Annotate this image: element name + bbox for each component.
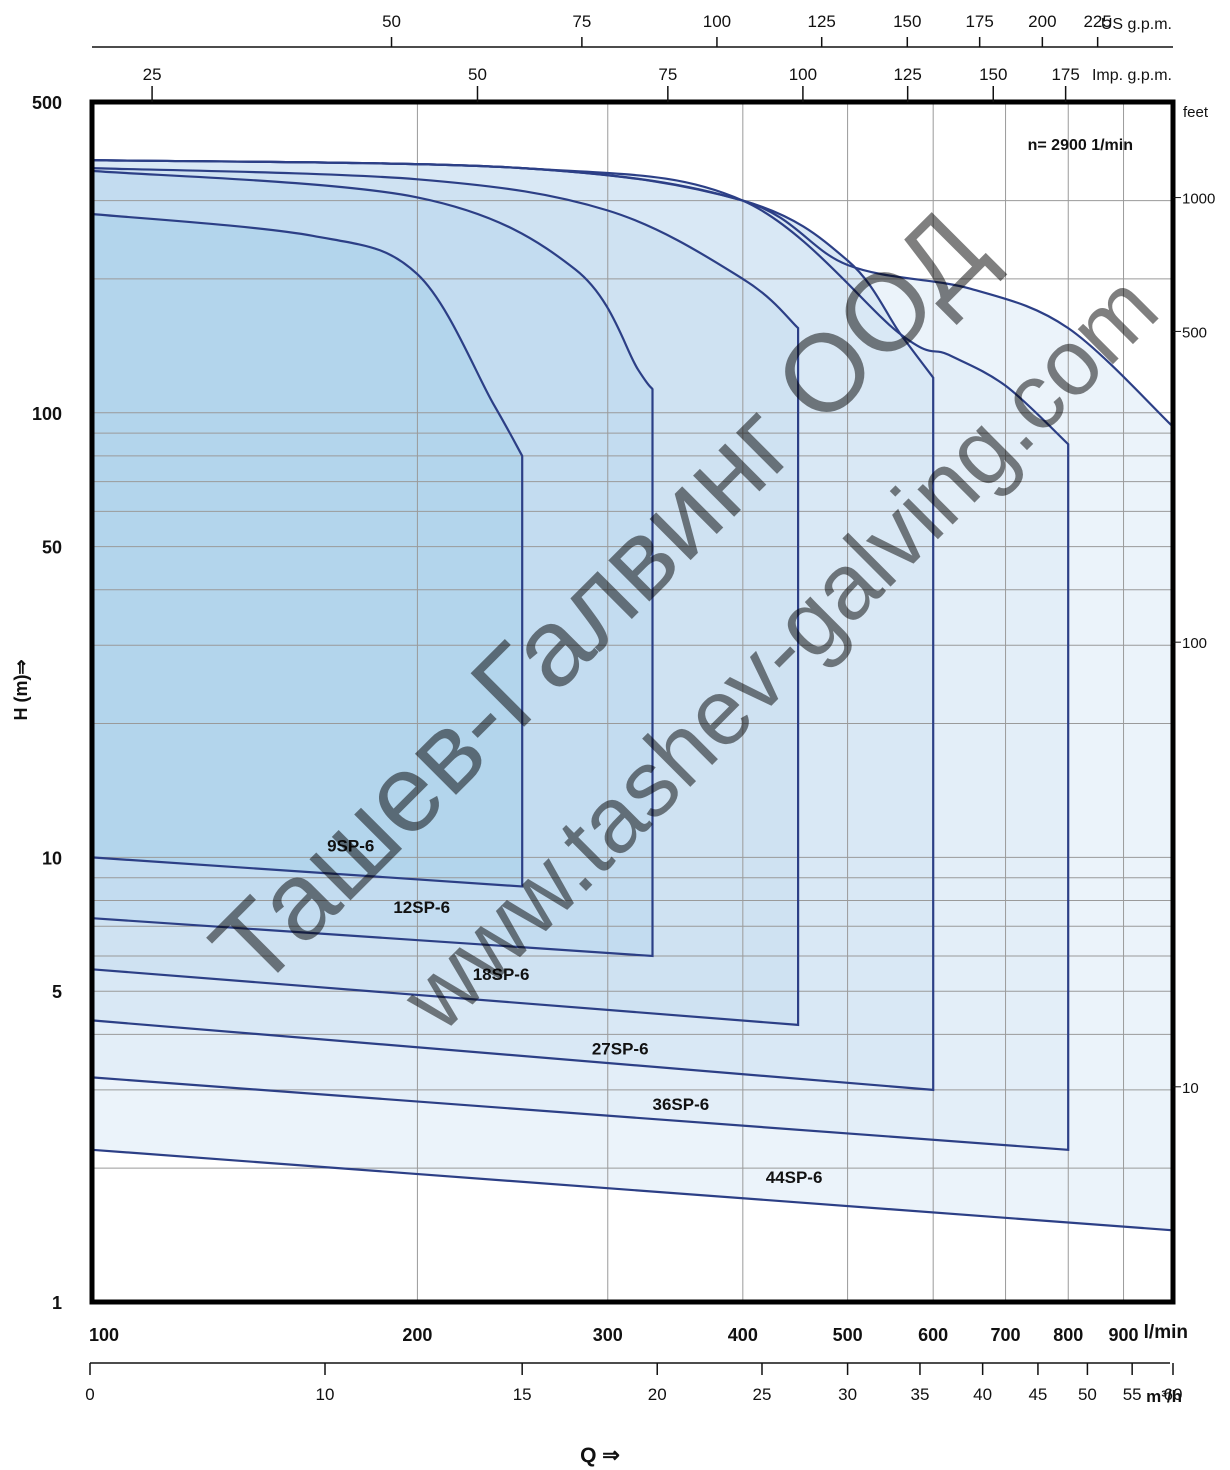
x-tick-label: 500 [833, 1325, 863, 1345]
x-tick-label: 400 [728, 1325, 758, 1345]
grid-lines [92, 102, 1173, 1302]
y-right-unit: feet [1183, 104, 1209, 121]
x-tick-label: 300 [593, 1325, 623, 1345]
curve-27sp-6 [91, 159, 935, 1092]
series-label-18sp-6: 18SP-6 [473, 965, 530, 984]
y-right-tick-label: 100 [1182, 635, 1207, 652]
x-tick-label: 200 [402, 1325, 432, 1345]
x-impgpm-tick-label: 75 [658, 65, 677, 84]
x-usgpm-tick-label: 175 [965, 12, 993, 31]
plot-frame [89, 99, 1176, 1305]
area-9sp-6 [92, 214, 523, 887]
y-tick-label: 1 [52, 1293, 62, 1313]
series-label-36sp-6: 36SP-6 [653, 1095, 710, 1114]
series-label-27sp-6: 27SP-6 [592, 1040, 649, 1059]
x-usgpm-tick-label: 125 [808, 12, 836, 31]
x-m3h-tick-label: 55 [1123, 1385, 1142, 1404]
x-usgpm-tick-label: 75 [572, 12, 591, 31]
y-tick-label: 50 [42, 538, 62, 558]
x-tick-label: 700 [991, 1325, 1021, 1345]
x-axis-label: Q ⇒ [580, 1444, 620, 1467]
x-m3h-tick-label: 60 [1164, 1385, 1183, 1404]
x-usgpm-tick-label: 200 [1028, 12, 1056, 31]
y-tick-label: 10 [42, 848, 62, 868]
series-label-9sp-6: 9SP-6 [327, 837, 374, 856]
x-usgpm-unit: US g.p.m. [1101, 16, 1172, 33]
x-m3h-tick-label: 15 [513, 1385, 532, 1404]
x-tick-label: 800 [1053, 1325, 1083, 1345]
curve-18sp-6 [91, 167, 800, 1027]
x-usgpm-tick-label: 100 [703, 12, 731, 31]
series-labels: 9SP-6 12SP-6 18SP-6 27SP-6 36SP-6 44SP-6 [327, 837, 822, 1188]
speed-annotation: n= 2900 1/min [1028, 137, 1133, 154]
x-m3h-tick-label: 35 [910, 1385, 929, 1404]
x-m3h-tick-label: 0 [85, 1385, 94, 1404]
curve-9sp-6 [91, 212, 524, 888]
y-axis-label: H (m)⇒ [11, 659, 31, 720]
x-impgpm-tick-label: 175 [1051, 65, 1079, 84]
x-m3h-tick-label: 50 [1078, 1385, 1097, 1404]
x-tick-label: 900 [1109, 1325, 1139, 1345]
y-tick-label: 100 [32, 404, 62, 424]
x-usgpm-tick-label: 150 [893, 12, 921, 31]
x-m3h-tick-label: 10 [316, 1385, 335, 1404]
x-impgpm-tick-label: 50 [468, 65, 487, 84]
x-impgpm-tick-label: 25 [143, 65, 162, 84]
x-impgpm-tick-label: 125 [893, 65, 921, 84]
x-impgpm-tick-label: 150 [979, 65, 1007, 84]
x-impgpm-tick-label: 100 [789, 65, 817, 84]
series-curves [91, 159, 1175, 1232]
x-impgpm-unit: Imp. g.p.m. [1092, 67, 1172, 84]
x-tick-label: 100 [89, 1325, 119, 1345]
y-right-tick-label: 500 [1182, 324, 1207, 341]
x-m3h-tick-label: 40 [973, 1385, 992, 1404]
x-m3h-tick-label: 45 [1028, 1385, 1047, 1404]
series-label-44sp-6: 44SP-6 [766, 1168, 823, 1187]
y-tick-label: 500 [32, 93, 62, 113]
y-right-tick-label: 1000 [1182, 191, 1215, 208]
x-m3h-tick-label: 25 [753, 1385, 772, 1404]
x-usgpm-tick-label: 50 [382, 12, 401, 31]
x-m3h-unit: m³/h [1146, 1387, 1182, 1406]
x-tick-label: 600 [918, 1325, 948, 1345]
x-m3h-tick-label: 30 [838, 1385, 857, 1404]
series-label-12sp-6: 12SP-6 [393, 898, 450, 917]
y-right-tick-label: 10 [1182, 1080, 1199, 1097]
series-areas [92, 160, 1173, 1231]
x-usgpm-tick-label: 225 [1083, 12, 1111, 31]
y-tick-label: 5 [52, 982, 62, 1002]
x-lmin-unit: l/min [1144, 1322, 1188, 1343]
x-m3h-tick-label: 20 [648, 1385, 667, 1404]
curve-12sp-6 [91, 169, 654, 958]
